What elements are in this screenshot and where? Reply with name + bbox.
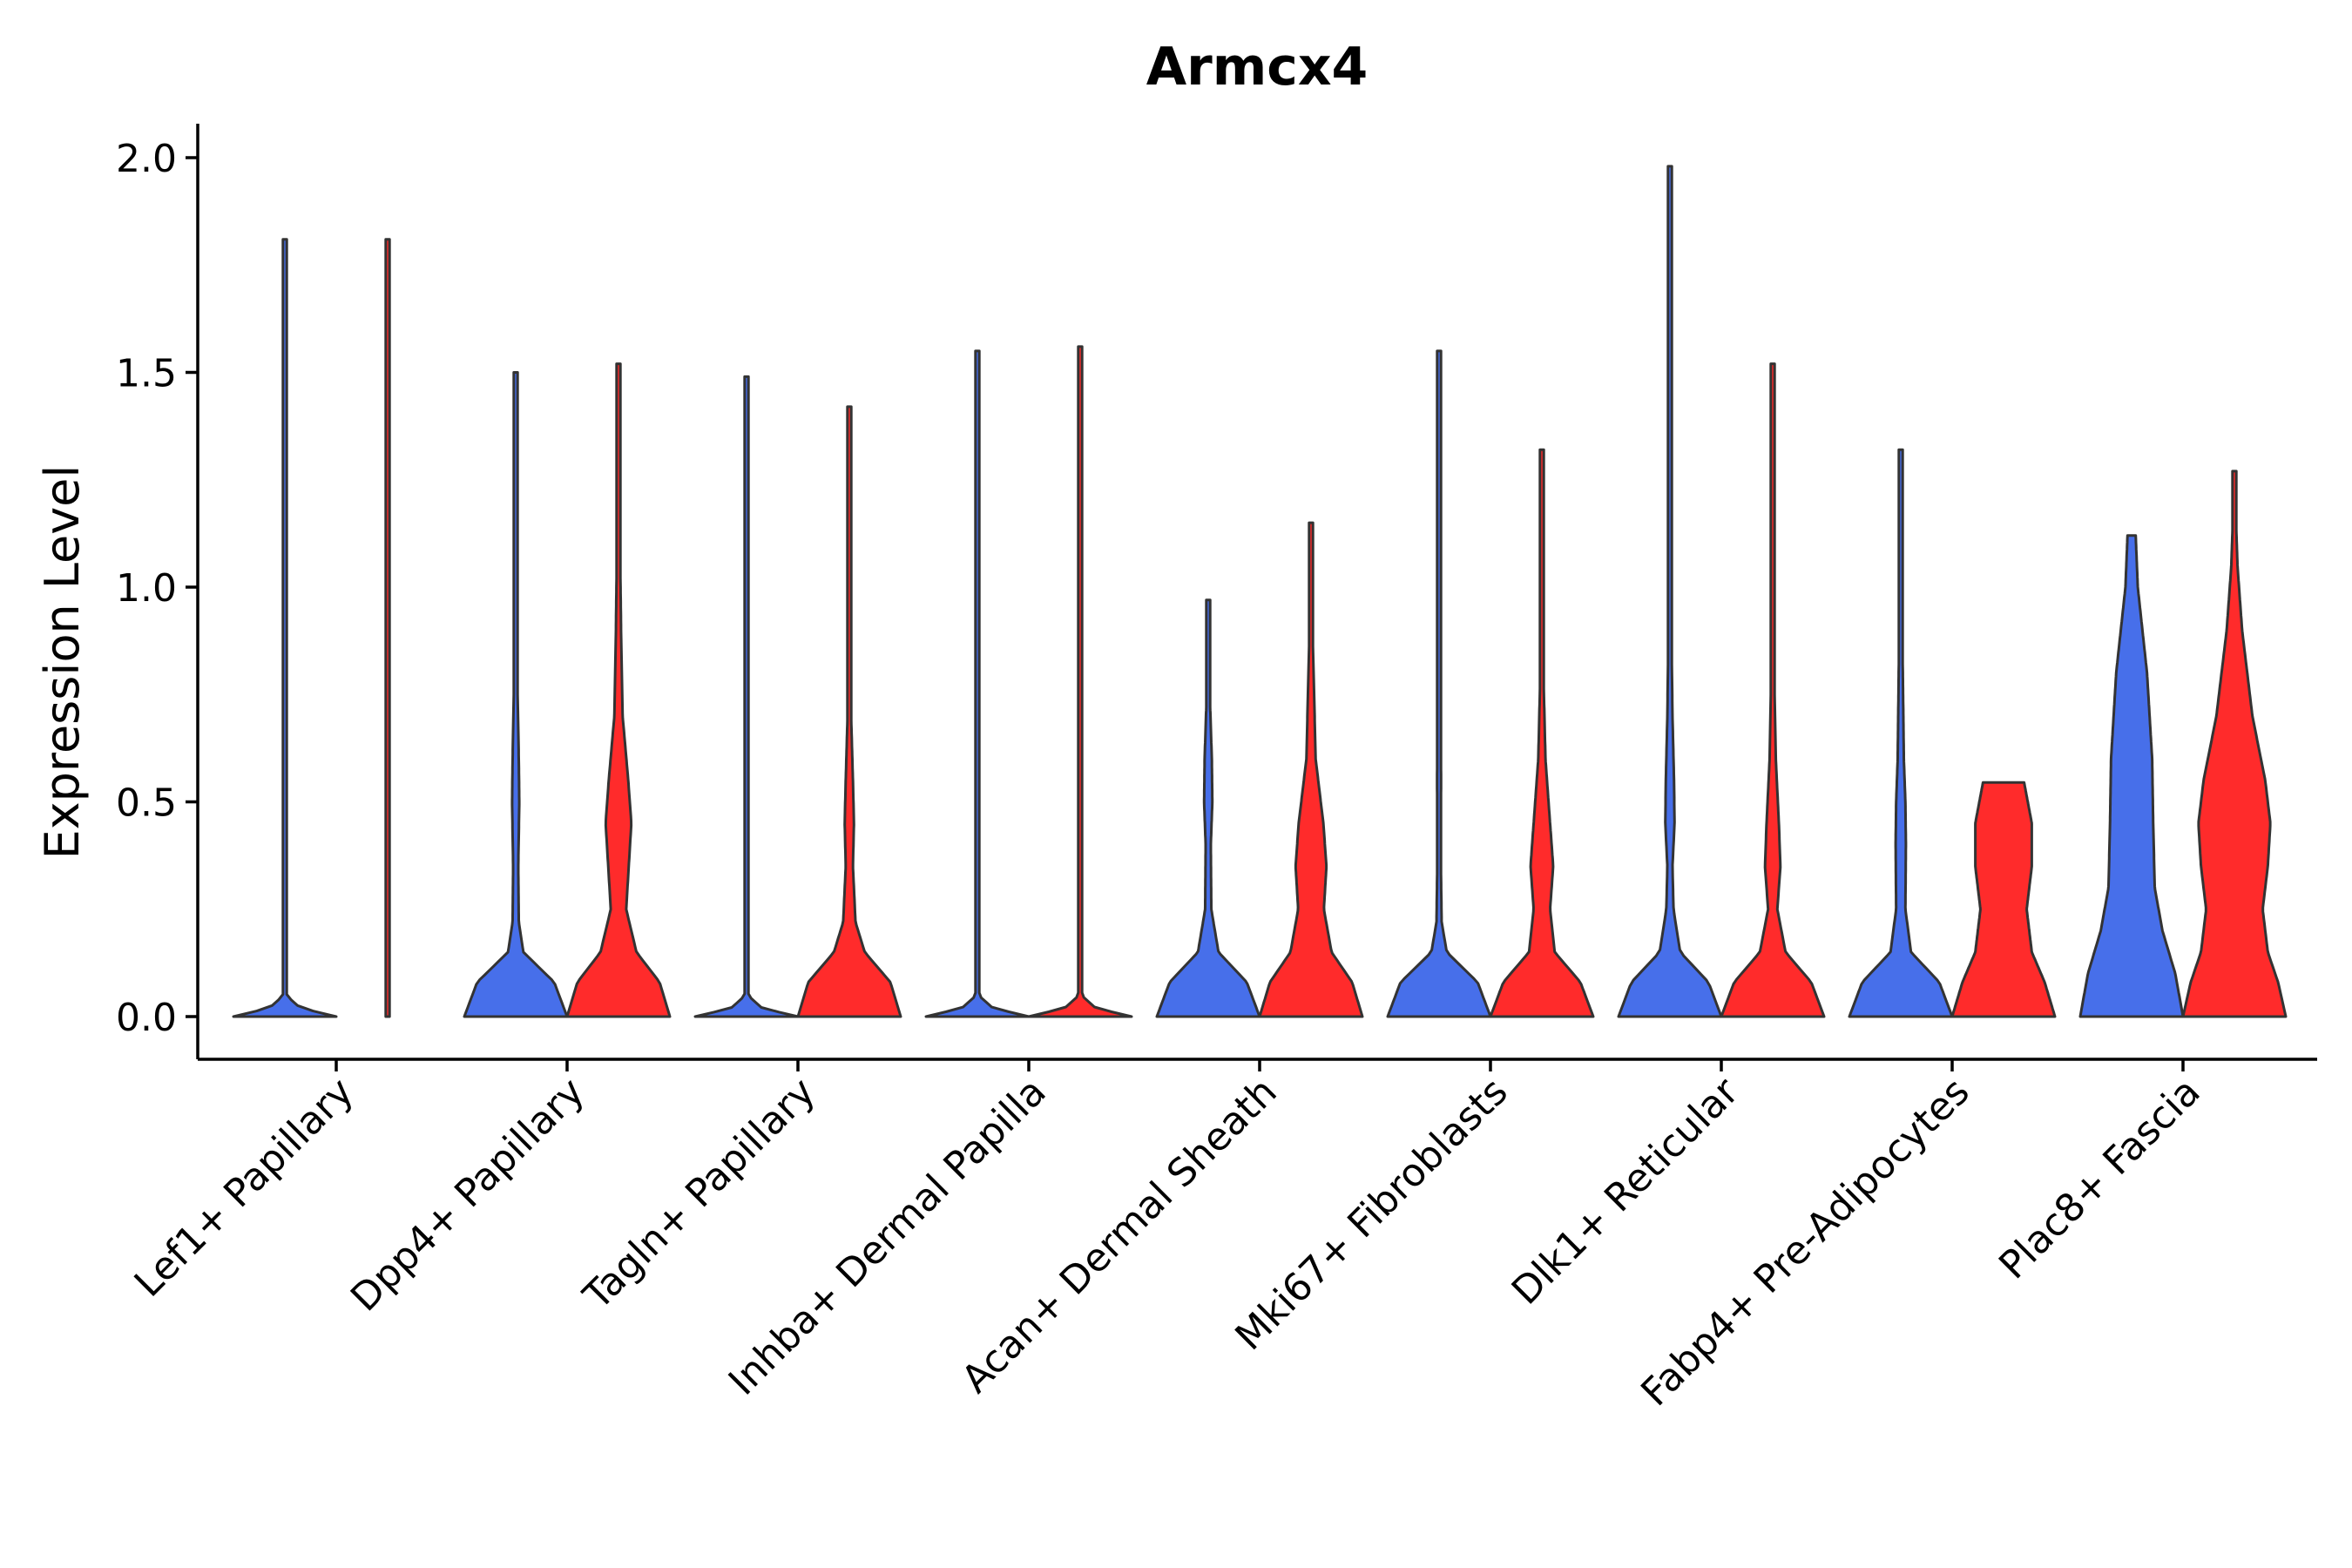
- y-axis-label: Expression Level: [35, 465, 90, 860]
- y-tick-label: 2.0: [116, 137, 177, 181]
- y-tick-label: 1.0: [116, 566, 177, 611]
- x-tick-label: Dpp4+ Papillary: [342, 1070, 593, 1321]
- violin-group_a-1: [463, 371, 569, 1018]
- violin-group_b-3: [1027, 345, 1133, 1018]
- chart-title: Armcx4: [1146, 37, 1369, 98]
- y-ticks: 0.0 0.5 1.0 1.5 2.0: [116, 137, 198, 1040]
- violin-group_a-0: [232, 238, 338, 1018]
- x-tick-label: Plac8+ Fascia: [1990, 1070, 2209, 1288]
- violin-group_b-8: [2181, 470, 2288, 1018]
- violin-group_a-7: [1848, 448, 1954, 1018]
- violin-group_a-6: [1617, 165, 1723, 1018]
- axes: [196, 124, 2317, 1061]
- y-tick-label: 0.0: [116, 996, 177, 1040]
- violin-group_b-7: [1950, 781, 2057, 1018]
- violin-group_b-5: [1489, 448, 1595, 1018]
- violin-group_a-2: [693, 375, 800, 1018]
- violin-group_a-8: [2078, 534, 2185, 1018]
- violin-group_a-4: [1155, 598, 1261, 1018]
- violin-group_b-2: [796, 405, 902, 1018]
- violin-group_a-3: [924, 349, 1031, 1018]
- y-tick-label: 1.5: [116, 352, 177, 396]
- violin-group_b-1: [565, 362, 672, 1018]
- y-tick-label: 0.5: [116, 781, 177, 826]
- violin-group_b-4: [1258, 521, 1364, 1018]
- x-tick-label: Lef1+ Papillary: [126, 1070, 362, 1306]
- violin-group_a-5: [1386, 349, 1492, 1018]
- plot-area: [232, 165, 2288, 1018]
- x-tick-label: Tagln+ Papillary: [575, 1070, 824, 1319]
- violin-group_b-6: [1720, 362, 1826, 1018]
- violin-group_b-0: [384, 238, 391, 1018]
- x-tick-label: Dlk1+ Reticular: [1504, 1069, 1748, 1314]
